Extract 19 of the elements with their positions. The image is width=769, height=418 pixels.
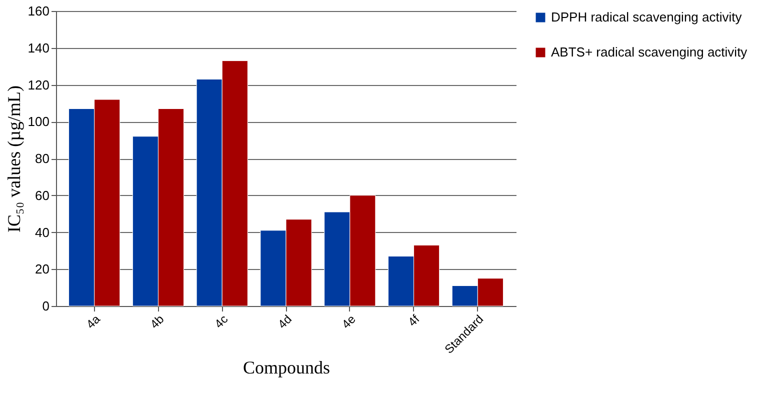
- x-tick-label: 4e: [339, 312, 359, 332]
- y-tick-label: 100: [28, 114, 50, 130]
- y-axis-title: IC₅₀ values (µg/mL): [4, 86, 24, 232]
- x-axis-title: Compounds: [242, 358, 330, 378]
- y-tick-label: 160: [28, 4, 50, 18]
- y-tick-label: 140: [28, 40, 50, 56]
- y-tick-label: 40: [35, 224, 50, 240]
- y-tick-label: 80: [35, 151, 50, 166]
- x-tick-label: 4c: [212, 312, 231, 331]
- y-tick-label: 60: [35, 188, 50, 203]
- y-tick-label: 20: [35, 262, 50, 277]
- legend-label: DPPH radical scavenging activity: [551, 10, 742, 24]
- y-tick-label: 0: [42, 298, 50, 314]
- x-tick-label: 4b: [147, 312, 167, 332]
- x-tick-label: 4a: [83, 312, 104, 332]
- y-tick-label: 120: [28, 77, 50, 92]
- x-tick-label: 4d: [275, 312, 294, 332]
- legend-label: ABTS+ radical scavenging activity: [551, 44, 748, 60]
- x-tick-label: 4f: [405, 312, 423, 330]
